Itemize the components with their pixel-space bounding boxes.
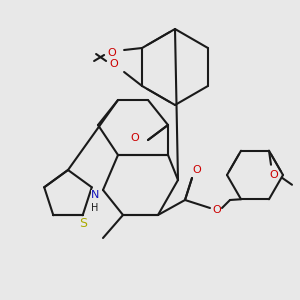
Text: O: O [130, 133, 140, 143]
Text: S: S [79, 217, 87, 230]
Text: H: H [91, 203, 99, 213]
Text: N: N [91, 190, 99, 200]
Text: O: O [110, 59, 118, 69]
Text: O: O [108, 48, 116, 58]
Text: O: O [213, 205, 221, 215]
Text: O: O [193, 165, 201, 175]
Text: O: O [270, 170, 278, 180]
